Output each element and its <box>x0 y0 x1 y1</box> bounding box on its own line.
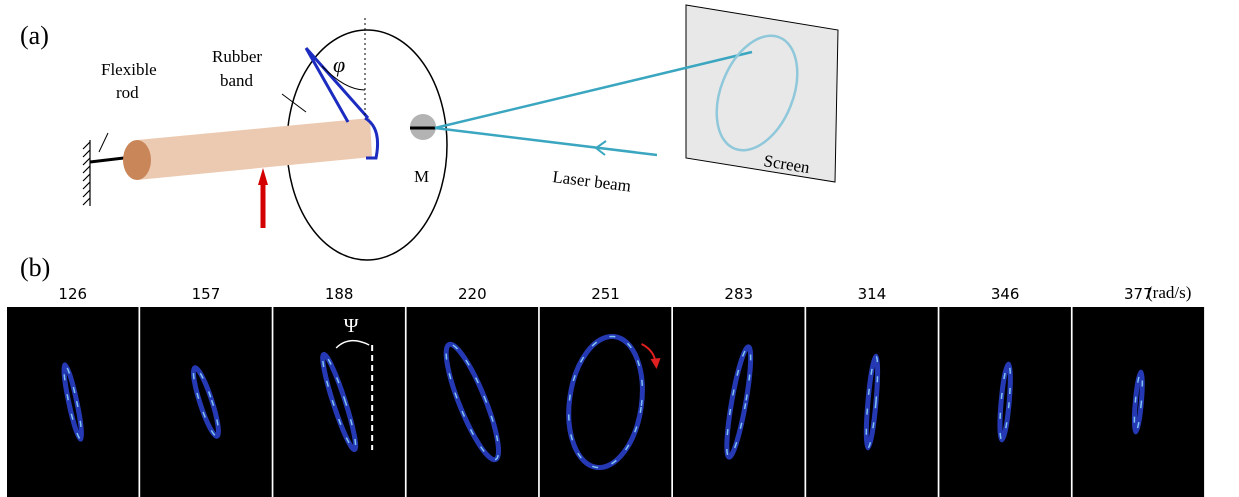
panel-label: (a) <box>20 21 49 50</box>
frequency-label: 377 <box>1124 285 1153 303</box>
label: Flexible <box>101 60 157 79</box>
frequency-label: 126 <box>58 285 87 303</box>
label: Rubber <box>212 47 262 66</box>
frames: 126 157 188 Ψ 220 251 283 314 346 377 <box>7 285 1204 497</box>
frame <box>1073 307 1205 497</box>
label: Laser beam <box>552 167 633 195</box>
frequency-label: 220 <box>458 285 487 303</box>
angle-symbol: φ <box>333 52 345 77</box>
frame <box>7 307 139 497</box>
angle-symbol: Ψ <box>344 315 359 337</box>
laser-in <box>435 128 657 155</box>
frame <box>140 307 272 497</box>
frequency-label: 251 <box>591 285 620 303</box>
frame <box>273 307 405 497</box>
frequency-label: 283 <box>724 285 753 303</box>
cylinder-end <box>123 140 151 180</box>
figure: (a) Flexible rod Rubber band φ M Laser b… <box>0 0 1239 497</box>
frequency-label: 188 <box>325 285 354 303</box>
label: rod <box>116 83 139 102</box>
pointer <box>99 133 108 152</box>
screen <box>686 5 838 182</box>
frequency-label: 346 <box>991 285 1020 303</box>
frame <box>673 307 805 497</box>
label: band <box>220 71 254 90</box>
frequency-label: 314 <box>858 285 887 303</box>
cylinder <box>137 118 372 180</box>
frame <box>407 307 538 497</box>
frame <box>939 307 1071 497</box>
panel-label: (b) <box>20 253 50 282</box>
wall <box>83 140 90 206</box>
arrow-head <box>258 168 268 185</box>
unit: (rad/s) <box>1147 283 1191 302</box>
frame <box>806 307 938 497</box>
frequency-label: 157 <box>192 285 221 303</box>
label: M <box>414 167 429 186</box>
